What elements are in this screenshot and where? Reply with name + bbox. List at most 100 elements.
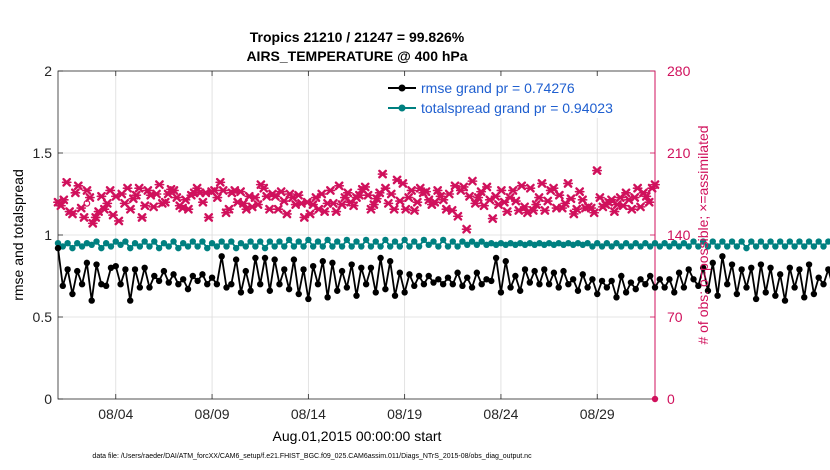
rmse-point xyxy=(112,262,119,270)
totalspread-point xyxy=(738,238,745,245)
obs-assimilated-marker xyxy=(331,207,342,216)
obs-assimilated-marker xyxy=(215,177,226,187)
rmse-point xyxy=(473,269,481,276)
rmse-point xyxy=(825,266,830,273)
rmse-point xyxy=(83,259,91,267)
obs-assimilated-marker xyxy=(542,196,553,206)
rmse-point xyxy=(478,281,485,288)
totalspread-point xyxy=(117,241,124,249)
obs-assimilated-marker xyxy=(389,204,400,214)
totalspread-point xyxy=(334,238,341,245)
totalspread-point xyxy=(555,240,562,247)
obs-assimilated-marker xyxy=(328,198,339,208)
y-tick-label: 0.5 xyxy=(33,309,53,325)
totalspread-point xyxy=(810,243,818,250)
obs-assimilated-marker xyxy=(67,209,78,219)
obs-assimilated-marker xyxy=(574,187,585,197)
rmse-point xyxy=(271,256,278,263)
rmse-point xyxy=(179,276,187,283)
obs-assimilated-marker xyxy=(264,204,275,214)
totalspread-point xyxy=(728,238,736,245)
legend-box xyxy=(384,76,650,118)
legend-rmse-marker xyxy=(398,84,406,92)
totalspread-point xyxy=(589,243,596,250)
totalspread-point xyxy=(228,238,235,245)
obs-assimilated-marker xyxy=(557,203,568,213)
rmse-point xyxy=(146,284,153,291)
rmse-point xyxy=(598,277,606,285)
totalspread-point xyxy=(772,243,779,250)
rmse-point xyxy=(117,281,124,288)
obs-assimilated-marker xyxy=(73,181,84,191)
rmse-point xyxy=(603,284,611,291)
totalspread-point xyxy=(545,240,553,247)
obs-assimilated-marker xyxy=(273,204,284,214)
obs-assimilated-marker xyxy=(481,182,492,192)
totalspread-point xyxy=(223,243,230,250)
rmse-point xyxy=(815,274,822,281)
rmse-point xyxy=(175,281,182,288)
totalspread-point xyxy=(464,241,471,249)
obs-assimilated-marker xyxy=(377,169,388,179)
rmse-point xyxy=(324,294,331,301)
rmse-point xyxy=(690,276,697,283)
rmse-point xyxy=(613,294,620,301)
legend: rmse grand pr = 0.74276 totalspread gran… xyxy=(384,76,650,118)
totalspread-point xyxy=(531,241,538,249)
obs-assimilated-marker xyxy=(444,189,455,199)
rmse-point xyxy=(627,279,635,286)
rmse-point xyxy=(64,266,71,273)
rmse-point xyxy=(107,264,115,271)
rmse-point xyxy=(541,266,548,273)
totalspread-point xyxy=(411,238,418,245)
obs-assimilated-marker xyxy=(122,183,133,193)
obs-assimilated-marker xyxy=(142,186,153,195)
rmse-point xyxy=(285,285,293,293)
rmse-point xyxy=(555,284,562,291)
totalspread-point xyxy=(805,238,813,245)
totalspread-point xyxy=(127,244,134,252)
totalspread-point xyxy=(179,240,187,247)
totalspread-point xyxy=(406,243,413,250)
obs-assimilated-marker xyxy=(571,204,582,214)
rmse-point xyxy=(59,282,67,290)
y2-tick-label: 210 xyxy=(667,145,691,161)
totalspread-point xyxy=(492,241,500,249)
rmse-point xyxy=(646,272,654,280)
rmse-point xyxy=(131,266,139,273)
rmse-point xyxy=(382,285,389,293)
x-tick-label: 08/14 xyxy=(291,406,326,422)
rmse-point xyxy=(699,264,707,271)
grid-lines xyxy=(58,71,655,399)
totalspread-point xyxy=(565,240,572,247)
rmse-point xyxy=(801,294,808,301)
y-axis-label: rmse and totalspread xyxy=(10,169,26,301)
rmse-point xyxy=(213,281,221,288)
totalspread-point xyxy=(300,243,307,250)
totalspread-point xyxy=(213,243,221,250)
rmse-point xyxy=(430,279,437,286)
totalspread-point xyxy=(309,243,317,250)
rmse-point xyxy=(358,264,365,271)
obs-assimilated-marker xyxy=(586,203,597,213)
legend-totalspread-label: totalspread grand pr = 0.94023 xyxy=(421,100,613,116)
totalspread-point xyxy=(642,240,649,247)
totalspread-point xyxy=(430,238,437,245)
totalspread-point xyxy=(175,244,182,252)
rmse-point xyxy=(151,272,158,280)
rmse-point xyxy=(594,290,601,298)
obs-assimilated-marker xyxy=(635,202,646,212)
totalspread-point xyxy=(550,241,558,249)
rmse-point xyxy=(295,290,302,298)
rmse-point xyxy=(377,254,384,262)
rmse-point xyxy=(98,281,105,288)
rmse-point xyxy=(252,254,259,262)
rmse-point xyxy=(406,271,413,278)
rmse-point xyxy=(608,277,615,285)
rmse-point xyxy=(396,269,404,276)
obs-assimilated-marker xyxy=(183,204,194,214)
totalspread-point xyxy=(367,243,375,250)
totalspread-point xyxy=(786,238,794,245)
totalspread-point xyxy=(281,243,288,250)
totalspread-point xyxy=(382,236,389,244)
